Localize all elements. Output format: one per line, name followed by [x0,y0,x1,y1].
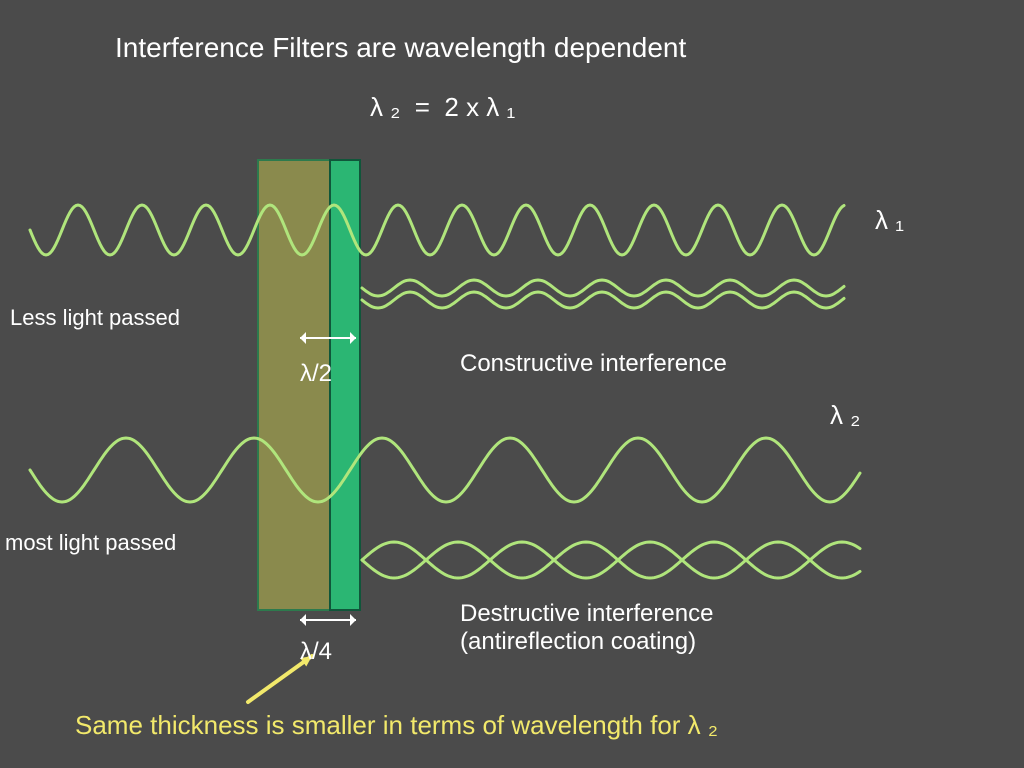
diagram-stage: Interference Filters are wavelength depe… [0,0,1024,768]
less-light-label: Less light passed [10,305,180,331]
most-light-label: most light passed [5,530,176,556]
title-text: Interference Filters are wavelength depe… [115,32,686,64]
wave-lambda2-reflected-b [362,542,860,578]
filter-coating [330,160,360,610]
wave-lambda1-main [30,205,844,255]
lambda1-label: λ ₁ [875,205,904,236]
arrow-quarter-lambda [300,614,356,626]
destructive-label: Destructive interference (antireflection… [460,600,713,656]
wave-lambda2-reflected-a [362,542,860,578]
footer-text: Same thickness is smaller in terms of wa… [75,710,718,741]
half-lambda-label: λ/2 [300,360,332,388]
wave-lambda2-main [30,438,860,502]
quarter-lambda-label: λ/4 [300,638,332,666]
equation-text: λ ₂ = 2 x λ ₁ [370,92,515,123]
lambda2-label: λ ₂ [830,400,860,431]
constructive-label: Constructive interference [460,350,727,378]
